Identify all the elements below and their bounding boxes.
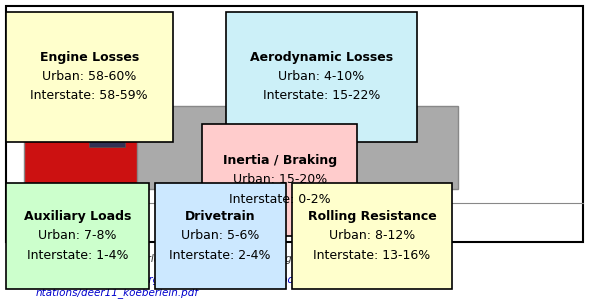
Circle shape — [43, 188, 76, 204]
FancyBboxPatch shape — [6, 183, 149, 289]
Text: Drivetrain: Drivetrain — [185, 210, 255, 223]
Circle shape — [376, 188, 409, 204]
Circle shape — [384, 192, 402, 201]
FancyBboxPatch shape — [226, 12, 416, 142]
FancyBboxPatch shape — [6, 12, 173, 142]
Text: Interstate: 1-4%: Interstate: 1-4% — [27, 249, 128, 262]
FancyBboxPatch shape — [292, 183, 452, 289]
Circle shape — [162, 188, 195, 204]
Text: Aerodynamic Losses: Aerodynamic Losses — [250, 51, 393, 64]
FancyBboxPatch shape — [155, 183, 286, 289]
FancyBboxPatch shape — [131, 106, 458, 189]
Circle shape — [170, 192, 187, 201]
Text: Interstate: 13-16%: Interstate: 13-16% — [313, 249, 431, 262]
Text: Interstate: 15-22%: Interstate: 15-22% — [262, 89, 380, 102]
Text: http://www1.eere.energy.gov/vehiclesandfuels/pdfs/deer_2011/monday/prese
ntation: http://www1.eere.energy.gov/vehiclesandf… — [36, 274, 441, 298]
FancyBboxPatch shape — [6, 6, 583, 242]
Circle shape — [412, 188, 445, 204]
Text: Figur 8 Beskriver energiförluster beroende av körning. Källa:: Figur 8 Beskriver energiförluster beroen… — [12, 254, 327, 264]
Text: Urban: 4-10%: Urban: 4-10% — [278, 70, 364, 83]
Text: Engine Losses: Engine Losses — [40, 51, 139, 64]
Text: Urban: 7-8%: Urban: 7-8% — [38, 230, 117, 243]
Text: Interstate: 2-4%: Interstate: 2-4% — [170, 249, 271, 262]
Text: Urban: 15-20%: Urban: 15-20% — [233, 173, 327, 186]
Text: Urban: 58-60%: Urban: 58-60% — [42, 70, 136, 83]
Text: Auxiliary Loads: Auxiliary Loads — [24, 210, 131, 223]
Text: Urban: 5-6%: Urban: 5-6% — [181, 230, 259, 243]
FancyBboxPatch shape — [89, 121, 125, 147]
Circle shape — [419, 192, 437, 201]
Text: Urban: 8-12%: Urban: 8-12% — [329, 230, 415, 243]
Circle shape — [84, 188, 118, 204]
Text: Interstate: 58-59%: Interstate: 58-59% — [30, 89, 148, 102]
Text: Interstate: 0-2%: Interstate: 0-2% — [229, 193, 330, 206]
Text: Rolling Resistance: Rolling Resistance — [308, 210, 436, 223]
Circle shape — [51, 192, 68, 201]
FancyBboxPatch shape — [42, 109, 137, 136]
Circle shape — [201, 188, 234, 204]
Text: Inertia / Braking: Inertia / Braking — [223, 154, 337, 167]
Circle shape — [208, 192, 226, 201]
FancyBboxPatch shape — [24, 124, 137, 189]
FancyBboxPatch shape — [202, 124, 357, 236]
Circle shape — [92, 192, 110, 201]
